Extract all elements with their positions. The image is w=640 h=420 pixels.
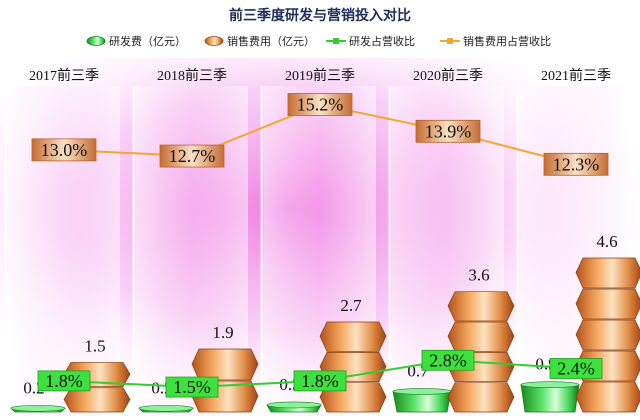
sales-bar: 4.6 (575, 232, 640, 413)
sales-bar: 3.6 (447, 266, 515, 413)
sales-value-label: 2.7 (340, 296, 362, 315)
sales-ratio-point: 12.7% (159, 144, 225, 168)
point-label-box (165, 376, 219, 398)
sales-ratio-point: 12.3% (543, 152, 609, 176)
rnd-ratio-point: 2.8% (421, 349, 475, 371)
chart-title: 前三季度研发与营销投入对比 (229, 7, 411, 24)
point-label-box (549, 358, 603, 379)
category-label: 2017前三季 (29, 67, 99, 84)
category-label: 2018前三季 (157, 67, 227, 84)
rnd-bar: 0.2 (137, 378, 195, 413)
lines: 13.0% 12.7% 15.2% 13.9% 12.3% 1.8% 1.5% 1.8% 2.8… (31, 93, 609, 398)
legend-item: 研发费（亿元） (86, 34, 186, 48)
point-label-box (287, 93, 353, 116)
rnd-bar-top (138, 404, 194, 412)
sales-ratio-point: 15.2% (287, 93, 353, 116)
legend-item: 研发占营收比 (326, 34, 415, 48)
legend-item: 销售费用（亿元） (204, 34, 315, 48)
legend-label: 研发费（亿元） (109, 34, 186, 48)
sales-bar-segment (575, 288, 640, 320)
rnd-bar-top (10, 404, 66, 412)
sales-ratio-point: 13.0% (31, 138, 97, 162)
point-label: 12.3% (553, 154, 600, 174)
sales-bar-segment (319, 321, 387, 352)
category-label: 2019前三季 (285, 67, 355, 84)
rnd-bar-top (266, 401, 322, 409)
legend-label: 研发占营收比 (349, 34, 415, 48)
sales-bar-segment (191, 348, 259, 381)
sales-bar-segment (575, 381, 640, 413)
point-label-box (159, 144, 225, 168)
legend-label: 销售费用占营收比 (463, 34, 551, 48)
point-label-box (543, 152, 609, 176)
rnd-ratio-point: 2.4% (549, 358, 603, 379)
point-label: 2.4% (557, 359, 595, 379)
point-label: 12.7% (169, 146, 216, 166)
plot-background (0, 58, 640, 420)
point-label: 1.8% (301, 371, 339, 391)
rnd-bar-top (520, 381, 580, 388)
legend-marker (333, 38, 339, 44)
rnd-bar-top (392, 388, 452, 395)
point-label-box (37, 370, 91, 392)
legend-marker (447, 38, 453, 44)
sales-value-label: 4.6 (596, 232, 617, 251)
legend-label: 销售费用（亿元） (227, 34, 315, 48)
rnd-bar-body (520, 384, 580, 413)
sales-ratio-point: 13.9% (415, 119, 481, 143)
sales-value-label: 1.9 (212, 323, 233, 342)
point-label: 13.0% (41, 140, 88, 160)
sales-bar-segment (447, 321, 515, 352)
rnd-ratio-point: 1.5% (165, 376, 219, 398)
rnd-ratio-point: 1.8% (293, 370, 347, 392)
point-label: 2.8% (429, 350, 467, 370)
point-label-box (31, 138, 97, 162)
point-label: 13.9% (425, 121, 472, 141)
legend-swatch (204, 36, 224, 46)
point-label-box (293, 370, 347, 392)
point-label-box (421, 349, 475, 371)
point-label-box (415, 119, 481, 143)
point-label: 15.2% (297, 95, 344, 115)
category-labels: 2017前三季 2018前三季 2019前三季 2020前三季 2021前三季 (29, 67, 611, 84)
sales-bar-segment (63, 387, 131, 413)
sales-bar-segment (575, 319, 640, 351)
sales-bar-segment (575, 257, 640, 289)
sales-bar-segment (447, 291, 515, 322)
sales-value-label: 1.5 (84, 336, 105, 355)
sales-value-label: 3.6 (468, 266, 489, 285)
category-label: 2020前三季 (413, 67, 483, 84)
sales-bar-segment (447, 382, 515, 413)
rnd-ratio-point: 1.8% (37, 370, 91, 392)
legend-swatch (86, 36, 106, 46)
legend: 研发费（亿元） 销售费用（亿元） 研发占营收比 销售费用占营收比 (86, 34, 551, 48)
legend-item: 销售费用占营收比 (440, 34, 551, 48)
point-label: 1.8% (45, 371, 83, 391)
point-label: 1.5% (173, 377, 211, 397)
category-label: 2021前三季 (541, 67, 611, 84)
